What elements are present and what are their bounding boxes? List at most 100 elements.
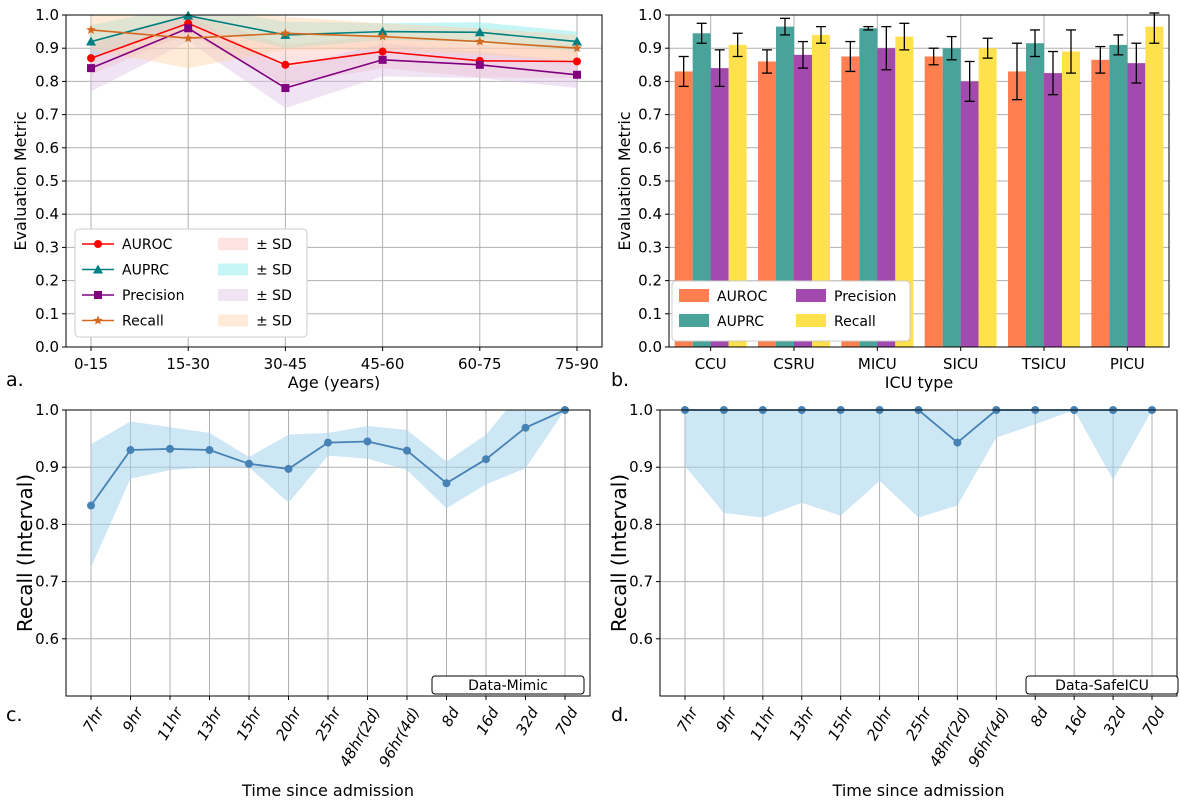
x-tick-label: 30-45: [264, 355, 308, 373]
y-tick-label: 0.9: [35, 39, 59, 57]
y-tick-label: 0.1: [35, 305, 59, 323]
bar-auroc: [758, 61, 776, 347]
series-line-auroc: [90, 22, 578, 66]
y-tick-label: 1.0: [35, 401, 59, 419]
recall-point: [363, 437, 372, 446]
x-tick-label: 45-60: [361, 355, 405, 373]
y-tick-label: 0.6: [638, 139, 662, 157]
recall-point: [245, 459, 253, 468]
legend-swatch-auroc: [679, 289, 709, 302]
bar-precision: [1127, 63, 1146, 347]
y-tick-label: 0.0: [638, 338, 662, 356]
dataset-label: Data-Mimic: [468, 678, 548, 694]
recall-point: [87, 501, 95, 510]
x-tick-label: PICU: [1110, 355, 1145, 373]
panel-d-safeicu-recall-chart: 0.6 0.7 0.8 0.9 1.0 7hr 9hr 11hr 13hr 15hr 20hr 25h…: [607, 401, 1179, 800]
series-line-recall: [90, 29, 578, 49]
panel-c-mimic-recall-chart: 0.6 0.7 0.8 0.9 1.0 7hr 9hr 11hr 13hr 15hr 20hr 25h…: [13, 401, 591, 800]
legend-band-swatch: [218, 238, 248, 250]
panel-a-age-line-chart: 0.0 0.1 0.2 0.3 0.4 0.5 0.6 0.7 0.8 0.9 1.0 0-15 15-…: [11, 6, 603, 392]
x-tick-label: 15-30: [166, 355, 210, 373]
y-tick-label: 0.5: [638, 172, 662, 190]
bar-auprc: [1109, 44, 1128, 347]
data-point-recall: [86, 24, 96, 34]
x-tick-label: 25hr: [902, 704, 935, 744]
interval-band: [685, 410, 1152, 518]
series-recall: [87, 406, 569, 510]
panel-b-icu-bar-chart: 0.0 0.1 0.2 0.3 0.4 0.5 0.6 0.7 0.8 0.9 1.0 CCU CSRU…: [615, 6, 1170, 392]
legend-band-label: ± SD: [256, 288, 292, 304]
bar-recall: [728, 44, 747, 347]
bar-recall: [978, 48, 997, 347]
data-point-precision: [184, 24, 193, 33]
y-tick-label: 0.6: [35, 139, 59, 157]
axes-frame: [65, 14, 603, 348]
data-point-auroc: [573, 57, 581, 66]
data-point-precision: [87, 64, 95, 73]
legend-label-auprc: AUPRC: [122, 263, 169, 279]
sd-bands: [91, 15, 577, 108]
legend-swatch-recall: [796, 314, 826, 327]
x-tick-label: 7hr: [673, 704, 702, 736]
axes-frame: [659, 409, 1178, 697]
x-tick-label: 11hr: [746, 704, 779, 744]
error-bars-auprc: [696, 17, 1124, 61]
x-tick-label: 7hr: [79, 704, 108, 736]
recall-point: [126, 446, 135, 455]
dataset-label: Data-SafeICU: [1055, 678, 1149, 694]
y-tick-label: 0.8: [629, 515, 653, 533]
x-axis-label: Time since admission: [832, 781, 1005, 800]
legend: AUROC ± SD AUPRC ± SD Precision ± SD Recall ± S…: [74, 228, 308, 338]
y-tick-label: 0.9: [629, 458, 653, 476]
y-tick-label: 0.3: [35, 238, 59, 256]
dataset-label-box: [1025, 675, 1179, 695]
legend-swatch-auprc: [679, 314, 709, 327]
x-tick-label: 70d: [1139, 704, 1169, 738]
bar-precision: [710, 68, 729, 348]
x-tick-label: 16d: [1061, 704, 1091, 738]
data-point-recall: [280, 28, 291, 38]
bar-auprc: [942, 48, 961, 347]
legend-label-auroc: AUROC: [122, 237, 173, 253]
y-tick-label: 0.4: [35, 205, 59, 223]
bar-auprc: [1026, 43, 1044, 347]
data-point-recall: [183, 33, 193, 43]
panel-letter-c: c.: [6, 704, 23, 726]
data-point-auroc: [281, 60, 290, 69]
x-tick-label: CCU: [695, 355, 727, 373]
panel-letter-d: d.: [611, 704, 629, 726]
error-bars-auroc: [678, 40, 1106, 101]
legend-marker-auprc: [93, 264, 103, 274]
y-tick-label: 0.6: [629, 630, 653, 648]
x-tick-label: 32d: [1100, 704, 1130, 738]
y-tick-label: 0.2: [638, 272, 662, 290]
sd-band-recall: [91, 15, 577, 69]
x-tick-label: 9hr: [119, 704, 148, 736]
bar-auprc: [859, 28, 878, 348]
y-tick-label: 0.7: [629, 573, 653, 591]
y-tick-label: 0.6: [35, 630, 59, 648]
panel-letter-a: a.: [6, 369, 24, 391]
y-tick-label: 0.2: [35, 272, 59, 290]
y-axis-label: Recall (Interval): [607, 474, 631, 632]
x-tick-label: 0-15: [74, 355, 108, 373]
bar-series-auprc: [692, 26, 1128, 348]
y-tick-label: 0.3: [638, 238, 662, 256]
y-tick-label: 0.9: [638, 39, 662, 57]
legend: AUROC AUPRC Precision Recall: [671, 280, 911, 342]
x-axis-label: Age (years): [288, 373, 381, 392]
error-bars-recall: [732, 12, 1160, 74]
x-tick-label: 16d: [473, 704, 503, 738]
legend-box: [671, 280, 911, 342]
bar-series-auroc: [674, 56, 1110, 347]
legend-label-auprc: AUPRC: [717, 314, 764, 330]
x-tick-label: 8d: [1027, 704, 1052, 730]
recall-point: [521, 423, 530, 432]
x-tick-label: 13hr: [193, 704, 226, 744]
data-point-recall: [572, 43, 582, 53]
legend-label-precision: Precision: [122, 288, 184, 304]
recall-point: [205, 446, 214, 455]
sd-band-precision: [91, 15, 577, 108]
x-tick-label: 60-75: [458, 355, 502, 373]
